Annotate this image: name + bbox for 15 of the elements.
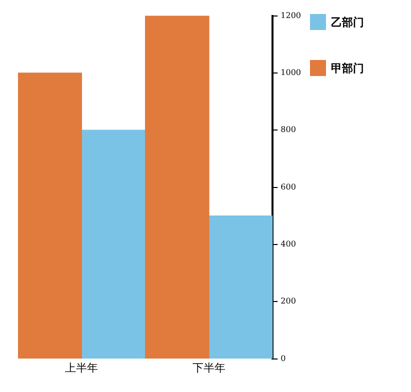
bar bbox=[18, 72, 82, 359]
bar bbox=[208, 216, 273, 359]
y-tick-label: 200 bbox=[280, 296, 296, 306]
bar bbox=[144, 16, 210, 359]
legend-label: 甲部门 bbox=[331, 60, 364, 76]
y-tick-label: 800 bbox=[280, 125, 296, 134]
x-tick-label: 下半年 bbox=[192, 361, 226, 374]
y-tick-label: 400 bbox=[280, 240, 296, 249]
legend-label: 乙部门 bbox=[331, 14, 364, 30]
y-tick-label: 1000 bbox=[280, 68, 301, 78]
y-tick-label: 1200 bbox=[280, 10, 301, 20]
y-tick-label: 0 bbox=[280, 354, 286, 363]
x-tick-label: 上半年 bbox=[65, 361, 98, 374]
bar bbox=[81, 130, 146, 359]
y-tick-label: 600 bbox=[280, 182, 296, 192]
